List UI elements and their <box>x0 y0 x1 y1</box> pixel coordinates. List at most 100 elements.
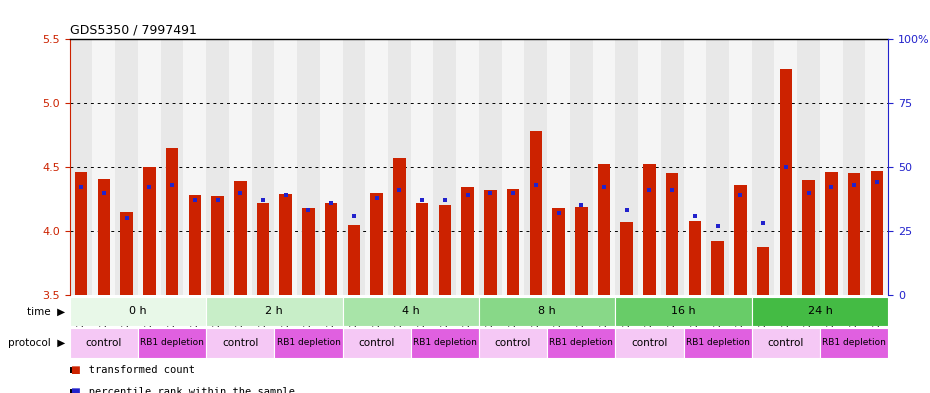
Text: 4 h: 4 h <box>402 307 419 316</box>
Bar <box>206 328 274 358</box>
Bar <box>779 69 792 295</box>
Text: control: control <box>222 338 259 348</box>
Bar <box>461 187 473 295</box>
Bar <box>729 39 751 295</box>
Bar <box>183 39 206 295</box>
Bar <box>688 220 701 295</box>
Bar <box>234 181 246 295</box>
Bar <box>320 39 342 295</box>
Bar <box>638 39 661 295</box>
Bar <box>684 39 706 295</box>
Bar <box>501 39 525 295</box>
Bar <box>820 328 888 358</box>
Text: protocol  ▶: protocol ▶ <box>7 338 65 348</box>
Bar <box>348 224 360 295</box>
Text: control: control <box>631 338 668 348</box>
Bar <box>616 328 684 358</box>
Bar <box>751 297 888 326</box>
Bar <box>843 39 866 295</box>
Text: RB1 depletion: RB1 depletion <box>685 338 750 347</box>
Bar <box>206 39 229 295</box>
Bar <box>342 39 365 295</box>
Text: 8 h: 8 h <box>538 307 556 316</box>
Bar <box>274 39 297 295</box>
Bar <box>70 39 92 295</box>
Text: control: control <box>86 338 122 348</box>
Bar <box>644 165 656 295</box>
Bar <box>547 39 570 295</box>
Text: RB1 depletion: RB1 depletion <box>140 338 204 347</box>
Bar <box>734 185 747 295</box>
Text: RB1 depletion: RB1 depletion <box>276 338 340 347</box>
Bar <box>120 212 133 295</box>
Bar <box>138 328 206 358</box>
Bar <box>666 173 678 295</box>
Text: ■: ■ <box>70 387 79 393</box>
Text: time  ▶: time ▶ <box>27 307 65 316</box>
Bar <box>616 39 638 295</box>
Bar <box>365 39 388 295</box>
Bar <box>229 39 252 295</box>
Bar <box>711 241 724 295</box>
Bar <box>825 172 838 295</box>
Text: ■: ■ <box>70 365 79 375</box>
Bar <box>297 39 320 295</box>
Bar <box>388 39 411 295</box>
Bar <box>325 203 338 295</box>
Bar <box>775 39 797 295</box>
Bar <box>751 39 775 295</box>
Bar <box>848 173 860 295</box>
Bar <box>98 178 110 295</box>
Bar <box>757 248 769 295</box>
Bar <box>206 297 342 326</box>
Text: 16 h: 16 h <box>671 307 696 316</box>
Bar <box>74 172 87 295</box>
Bar <box>457 39 479 295</box>
Bar <box>803 180 815 295</box>
Text: RB1 depletion: RB1 depletion <box>822 338 886 347</box>
Bar <box>302 208 314 295</box>
Text: GDS5350 / 7997491: GDS5350 / 7997491 <box>70 24 196 37</box>
Bar <box>751 328 820 358</box>
Bar <box>616 297 751 326</box>
Bar <box>115 39 138 295</box>
Bar <box>70 297 206 326</box>
Bar <box>479 297 616 326</box>
Bar <box>552 208 565 295</box>
Bar <box>189 195 201 295</box>
Bar <box>433 39 457 295</box>
Bar <box>484 190 497 295</box>
Bar <box>525 39 547 295</box>
Bar <box>274 328 342 358</box>
Bar <box>547 328 616 358</box>
Bar <box>797 39 820 295</box>
Text: 24 h: 24 h <box>807 307 832 316</box>
Bar <box>575 207 588 295</box>
Bar <box>342 328 411 358</box>
Text: ■  transformed count: ■ transformed count <box>70 365 194 375</box>
Text: 0 h: 0 h <box>129 307 147 316</box>
Text: control: control <box>767 338 804 348</box>
Bar <box>393 158 405 295</box>
Bar <box>257 203 269 295</box>
Bar <box>620 222 633 295</box>
Bar <box>70 328 138 358</box>
Bar <box>416 203 429 295</box>
Bar <box>92 39 115 295</box>
Text: ■  percentile rank within the sample: ■ percentile rank within the sample <box>70 387 295 393</box>
Text: RB1 depletion: RB1 depletion <box>550 338 613 347</box>
Bar <box>479 328 547 358</box>
Bar <box>706 39 729 295</box>
Bar <box>411 328 479 358</box>
Bar <box>211 196 224 295</box>
Bar <box>661 39 684 295</box>
Bar <box>479 39 501 295</box>
Bar <box>279 194 292 295</box>
Bar <box>166 148 179 295</box>
Bar <box>870 171 883 295</box>
Bar <box>342 297 479 326</box>
Bar <box>138 39 161 295</box>
Bar <box>570 39 592 295</box>
Bar <box>143 167 155 295</box>
Bar <box>866 39 888 295</box>
